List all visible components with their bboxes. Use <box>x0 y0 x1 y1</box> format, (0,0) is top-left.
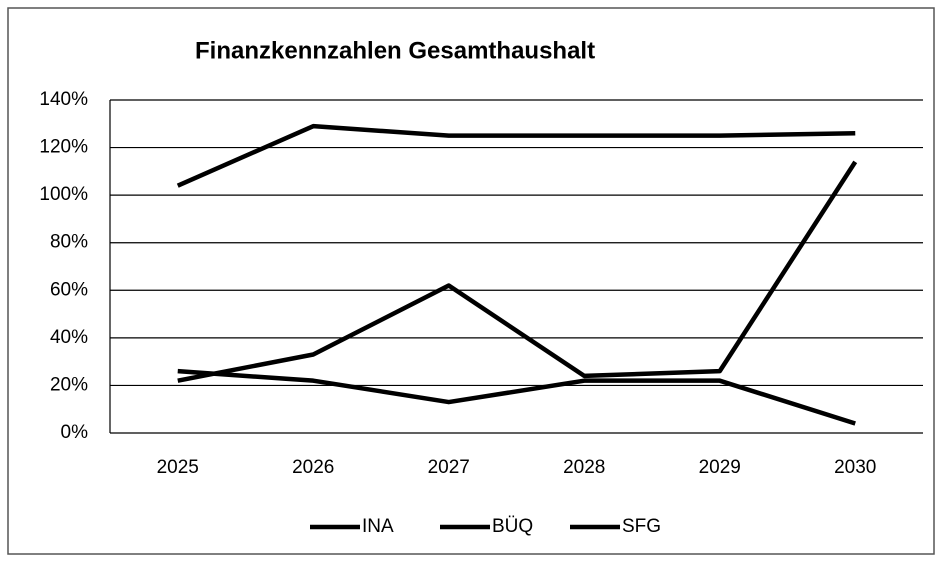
line-series <box>177 160 858 383</box>
line-series <box>176 123 856 188</box>
y-tick-label: 20% <box>50 374 88 395</box>
y-tick-label: 40% <box>50 327 88 348</box>
legend-label: BÜQ <box>492 516 533 537</box>
x-tick-label: 2030 <box>834 457 876 478</box>
legend-label: SFG <box>622 516 661 537</box>
chart-title: Finanzkennzahlen Gesamthaushalt <box>195 37 595 64</box>
y-tick-label: 140% <box>39 89 88 110</box>
y-tick-label: 60% <box>50 279 88 300</box>
x-tick-label: 2028 <box>563 457 605 478</box>
x-tick-label: 2029 <box>699 457 741 478</box>
line-series <box>177 368 856 426</box>
y-tick-label: 120% <box>39 137 88 158</box>
y-tick-label: 100% <box>39 184 88 205</box>
x-tick-label: 2027 <box>428 457 470 478</box>
x-tick-label: 2026 <box>292 457 334 478</box>
x-tick-label: 2025 <box>157 457 199 478</box>
y-tick-label: 0% <box>61 422 89 443</box>
chart-border <box>7 7 935 555</box>
legend-label: INA <box>362 516 394 537</box>
y-tick-label: 80% <box>50 232 88 253</box>
